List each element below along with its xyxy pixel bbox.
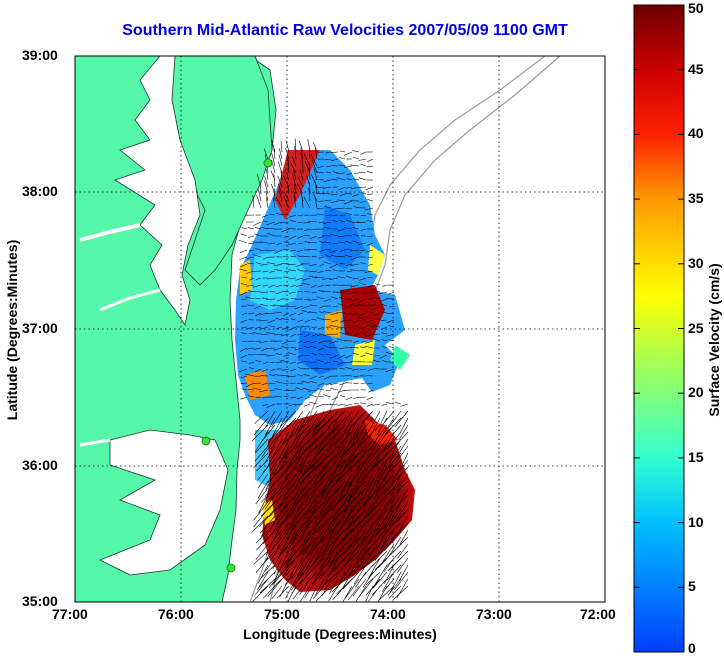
- york-river: [99, 288, 161, 312]
- y-tick-label: 37:00: [22, 320, 58, 336]
- colorbar: [633, 4, 685, 653]
- pamlico-sound: [99, 429, 229, 576]
- colorbar-tick-label: 15: [688, 448, 704, 465]
- y-axis-label: Latitude (Degrees:Minutes): [4, 239, 20, 421]
- station-marker: [201, 436, 211, 446]
- colorbar-tick-label: 5: [688, 578, 696, 595]
- colorbar-tick-label: 20: [688, 384, 704, 401]
- colorbar-tick-label: 45: [688, 60, 704, 77]
- velocity-vectors: [238, 138, 409, 602]
- radar-stations: [201, 158, 273, 573]
- colorbar-tick-label: 10: [688, 513, 704, 530]
- plot-frame: [74, 55, 606, 603]
- vector-arrow: [238, 138, 409, 602]
- colorbar-tick-label: 0: [688, 640, 696, 656]
- colorbar-ticks: [634, 4, 684, 653]
- y-tick-label: 36:00: [22, 457, 58, 473]
- colorbar-label: Surface Velocity (cm/s): [706, 263, 722, 417]
- colorbar-tick-label: 25: [688, 319, 704, 336]
- map-title: Southern Mid-Atlantic Raw Velocities 200…: [122, 22, 568, 39]
- potomac-river: [79, 223, 141, 242]
- colorbar-tick-label: 40: [688, 125, 704, 142]
- station-marker: [263, 158, 273, 168]
- x-tick-label: 72:00: [580, 606, 616, 622]
- station-marker: [226, 563, 236, 573]
- map-grid: [75, 56, 605, 602]
- y-tick-label: 35:00: [22, 593, 58, 609]
- colorbar-tick-label: 50: [688, 0, 704, 16]
- x-tick-label: 76:00: [158, 606, 194, 622]
- x-tick-label: 77:00: [52, 606, 88, 622]
- y-tick-label: 38:00: [22, 183, 58, 199]
- albemarle-river: [79, 438, 111, 447]
- x-tick-label: 75:00: [264, 606, 300, 622]
- colorbar-tick-label: 30: [688, 254, 704, 271]
- colorbar-tick-label: 35: [688, 190, 704, 207]
- chesapeake-bay: [114, 56, 201, 327]
- x-axis-label: Longitude (Degrees:Minutes): [243, 626, 437, 642]
- x-tick-label: 73:00: [476, 606, 512, 622]
- y-tick-label: 39:00: [22, 47, 58, 63]
- x-tick-label: 74:00: [370, 606, 406, 622]
